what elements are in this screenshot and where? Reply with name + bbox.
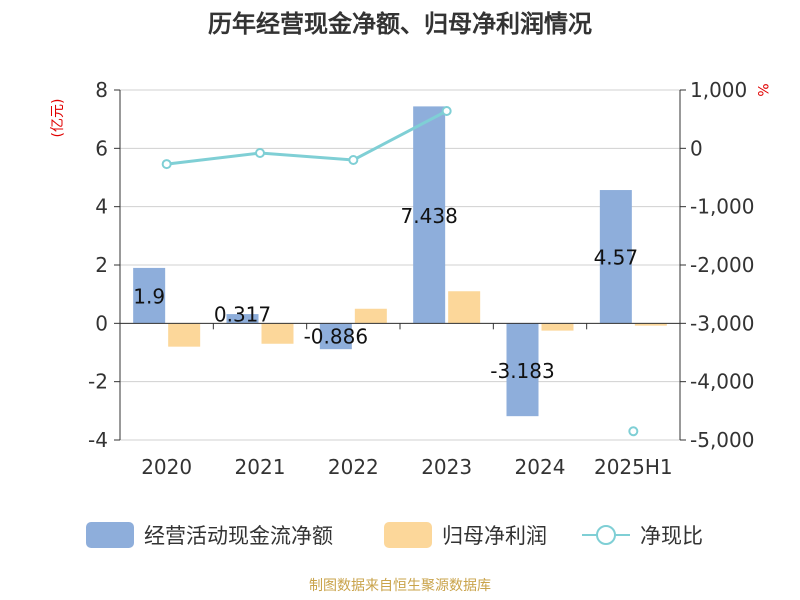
cash-flow-value-label: 4.57 bbox=[594, 246, 639, 270]
chart-title: 历年经营现金净额、归母净利润情况 bbox=[208, 10, 592, 38]
left-tick-label: 8 bbox=[95, 78, 108, 102]
cash-flow-value-label: 0.317 bbox=[214, 302, 271, 326]
cash-flow-bar bbox=[599, 190, 632, 324]
cash-flow-bar bbox=[413, 106, 446, 324]
right-tick-label: -1,000 bbox=[690, 195, 754, 219]
legend-swatch-cash bbox=[86, 522, 134, 548]
category-label: 2023 bbox=[421, 455, 472, 479]
right-tick-label: -3,000 bbox=[690, 311, 754, 335]
left-tick-label: -4 bbox=[88, 428, 108, 452]
data-labels: 1.9 0.317 -0.886 7.438 -3.183 4.57 bbox=[133, 204, 638, 383]
cash-flow-value-label: 1.9 bbox=[133, 285, 165, 309]
legend-swatch-line-marker bbox=[596, 525, 616, 545]
legend: 经营活动现金流净额 归母净利润 净现比 bbox=[86, 522, 703, 548]
cash-flow-value-label: -3.183 bbox=[490, 359, 554, 383]
net-profit-bar bbox=[261, 323, 294, 344]
ratio-point bbox=[348, 155, 359, 165]
net-profit-bar bbox=[634, 323, 667, 326]
net-profit-bar bbox=[448, 291, 481, 324]
left-unit-label: (亿元) bbox=[50, 99, 66, 138]
cash-flow-bar bbox=[226, 314, 259, 324]
bars bbox=[133, 106, 667, 417]
source-note: 制图数据来自恒生聚源数据库 bbox=[309, 578, 491, 594]
right-tick-label: -5,000 bbox=[690, 428, 754, 452]
left-tick-label: 2 bbox=[95, 253, 108, 277]
left-tick-label: 6 bbox=[95, 136, 108, 160]
right-tick-label: -2,000 bbox=[690, 253, 754, 277]
right-tick-label: 1,000 bbox=[690, 78, 747, 102]
ratio-point bbox=[255, 148, 265, 158]
net-profit-bar bbox=[168, 323, 201, 347]
left-tick-label: -2 bbox=[88, 370, 108, 394]
ratio-point bbox=[161, 159, 172, 170]
cash-flow-bar bbox=[133, 267, 166, 324]
axes: -4 -2 0 2 4 6 8 -5,000 -4,000 -3,000 -2,000 -1,000 0… bbox=[88, 78, 754, 479]
category-label: 2020 bbox=[141, 455, 192, 479]
right-tick-label: -4,000 bbox=[690, 370, 754, 394]
left-tick-label: 4 bbox=[95, 195, 108, 219]
cash-flow-value-label: -0.886 bbox=[304, 324, 368, 348]
net-profit-bar bbox=[354, 308, 387, 324]
cash-flow-bar bbox=[506, 323, 539, 417]
legend-swatch-profit bbox=[384, 522, 432, 548]
ratio-line-path bbox=[166, 109, 448, 166]
ratio-point bbox=[628, 426, 639, 437]
category-label: 2025H1 bbox=[594, 455, 673, 479]
cash-flow-value-label: 7.438 bbox=[401, 204, 458, 228]
category-label: 2024 bbox=[515, 455, 566, 479]
ratio-line bbox=[161, 106, 639, 437]
legend-label-profit: 归母净利润 bbox=[442, 524, 547, 548]
category-label: 2021 bbox=[235, 455, 286, 479]
right-tick-label: 0 bbox=[690, 136, 703, 160]
right-unit-label: % bbox=[754, 83, 770, 96]
legend-label-cash: 经营活动现金流净额 bbox=[144, 524, 333, 548]
ratio-point bbox=[441, 106, 452, 116]
net-profit-bar bbox=[541, 323, 574, 331]
left-tick-label: 0 bbox=[95, 311, 108, 335]
cash-flow-bar bbox=[319, 323, 352, 350]
legend-label-ratio: 净现比 bbox=[640, 524, 703, 548]
category-label: 2022 bbox=[328, 455, 379, 479]
